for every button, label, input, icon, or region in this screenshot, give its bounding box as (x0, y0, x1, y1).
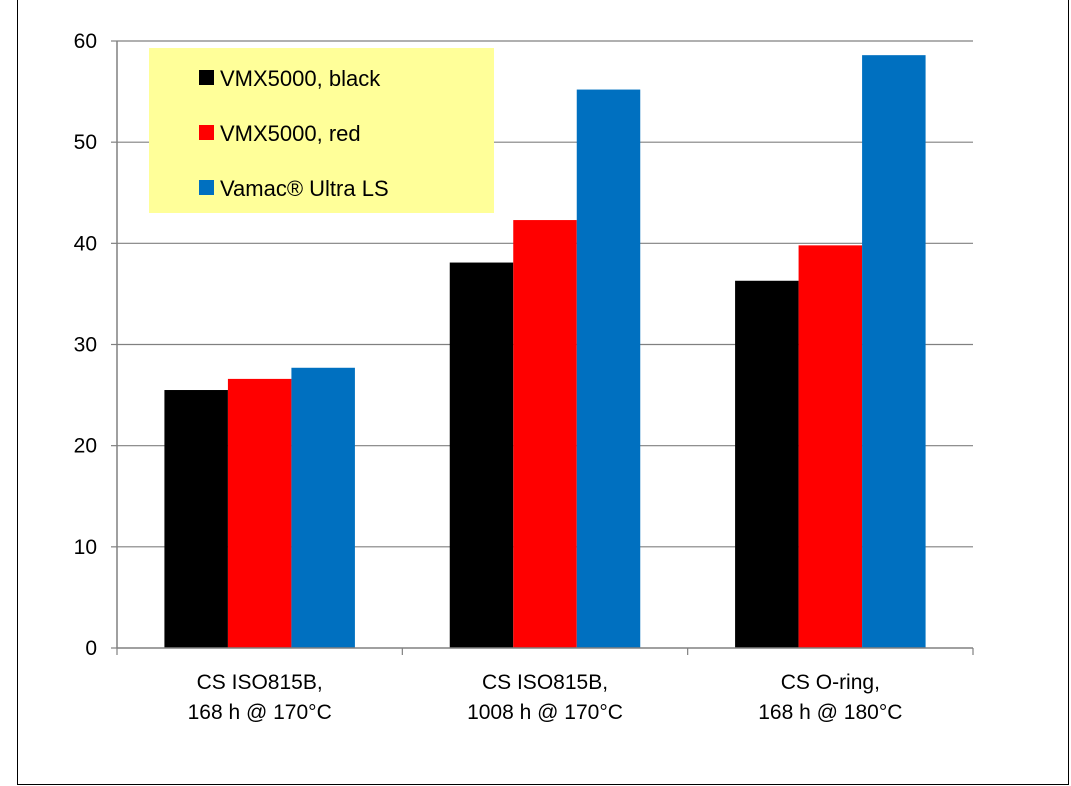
y-tick-label: 10 (74, 536, 97, 559)
x-tick-label: 168 h @ 170°C (188, 701, 332, 724)
chart-frame (17, 0, 1069, 785)
y-tick-label: 40 (74, 232, 97, 255)
legend-swatch-3 (199, 180, 214, 195)
bar-1-cat-2 (449, 262, 514, 648)
axes (111, 40, 974, 655)
legend: VMX5000, black VMX5000, red Vamac® Ultra L… (149, 48, 494, 213)
legend-label-2: VMX5000, red (220, 121, 361, 146)
y-tick-label: 60 (74, 30, 97, 53)
bar-2-cat-1 (227, 378, 292, 648)
x-tick-label: 168 h @ 180°C (758, 701, 902, 724)
x-tick-label: CS ISO815B, (197, 671, 323, 694)
y-tick-label: 0 (85, 637, 97, 660)
y-tick-label: 20 (74, 435, 97, 458)
bar-2-cat-2 (513, 220, 577, 648)
bars (164, 55, 926, 649)
bar-3-cat-1 (291, 367, 355, 648)
legend-label-3: Vamac® Ultra LS (220, 176, 389, 201)
legend-swatch-2 (199, 125, 214, 140)
legend-swatch-1 (199, 70, 214, 85)
y-tick-labels: 0 10 20 30 40 50 60 (74, 30, 97, 660)
bar-3-cat-2 (576, 89, 641, 648)
y-tick-label: 30 (74, 334, 97, 357)
x-tick-label: 1008 h @ 170°C (467, 701, 623, 724)
bar-2-cat-3 (798, 245, 863, 648)
x-tick-label: CS ISO815B, (482, 671, 608, 694)
bar-1-cat-3 (735, 280, 799, 648)
legend-label-1: VMX5000, black (220, 66, 381, 91)
bar-3-cat-3 (862, 55, 926, 649)
x-tick-label: CS O-ring, (781, 671, 880, 694)
y-tick-label: 50 (74, 131, 97, 154)
bar-1-cat-1 (164, 390, 228, 648)
x-tick-labels: CS ISO815B, 168 h @ 170°C CS ISO815B, 1008 … (188, 671, 903, 724)
